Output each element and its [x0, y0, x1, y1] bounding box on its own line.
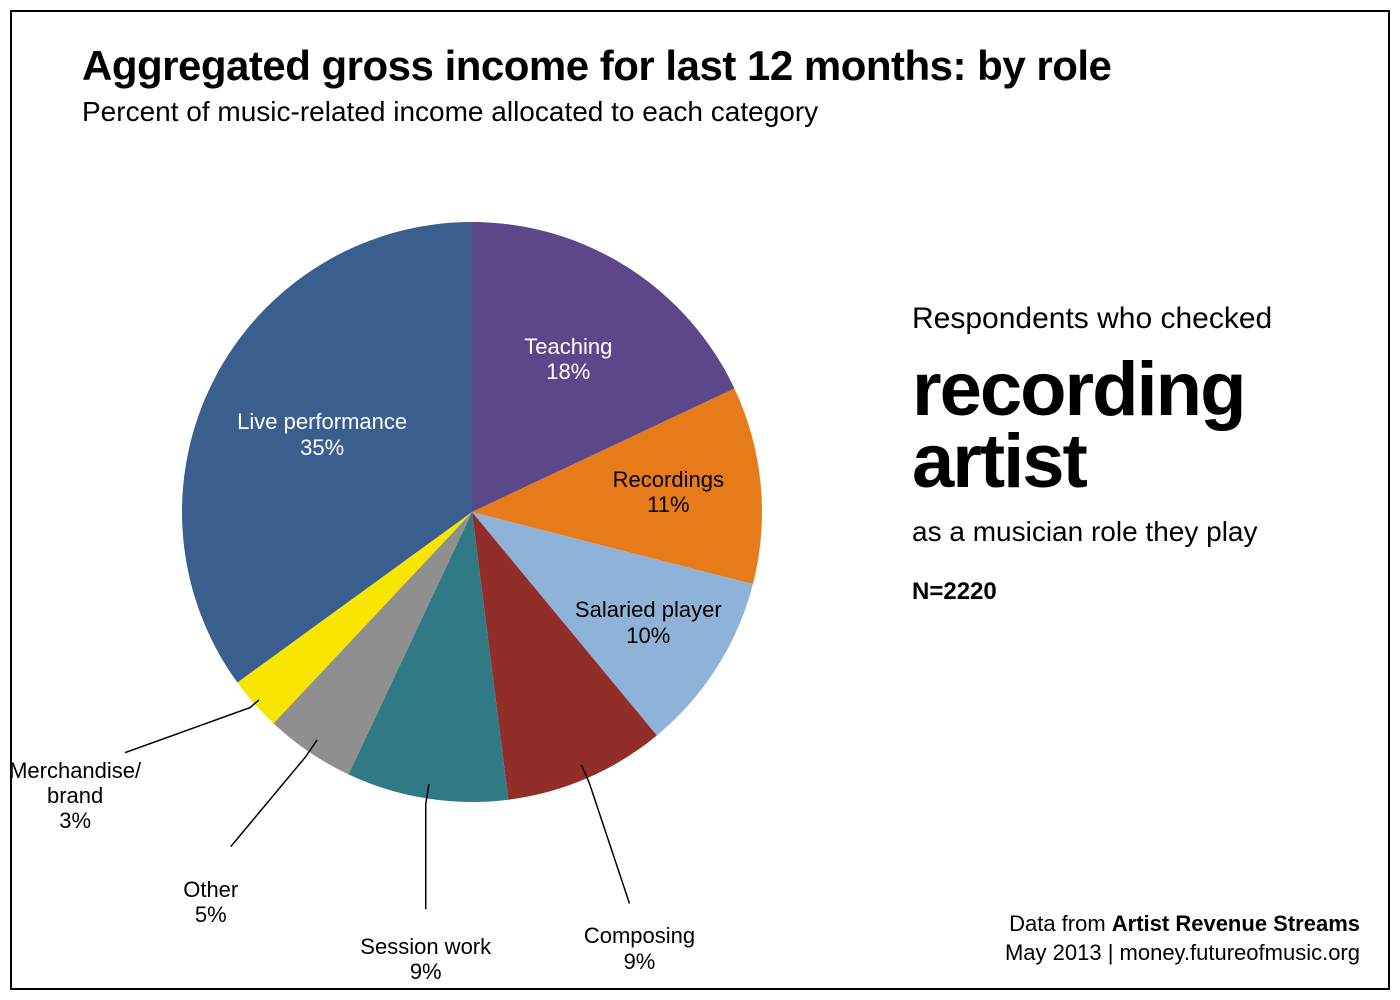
pie-chart: Teaching 18%Recordings 11%Salaried playe…	[72, 182, 892, 952]
chart-title: Aggregated gross income for last 12 mont…	[82, 42, 1282, 90]
sample-size: N=2220	[912, 578, 1362, 606]
footer-source-name: Artist Revenue Streams	[1112, 911, 1360, 936]
side-line1: Respondents who checked	[912, 302, 1362, 336]
chart-subtitle: Percent of music-related income allocate…	[82, 96, 1282, 128]
footer-attribution: Data from Artist Revenue Streams May 201…	[1005, 909, 1360, 968]
footer-line2: May 2013 | money.futureofmusic.org	[1005, 938, 1360, 968]
footer-prefix: Data from	[1009, 911, 1112, 936]
side-big-role: recording artist	[912, 354, 1362, 498]
side-line2: as a musician role they play	[912, 516, 1362, 548]
pie-svg	[72, 182, 892, 952]
title-block: Aggregated gross income for last 12 mont…	[82, 42, 1282, 128]
footer-line1: Data from Artist Revenue Streams	[1005, 909, 1360, 939]
side-description: Respondents who checked recording artist…	[912, 302, 1362, 606]
chart-frame: Aggregated gross income for last 12 mont…	[10, 10, 1390, 990]
